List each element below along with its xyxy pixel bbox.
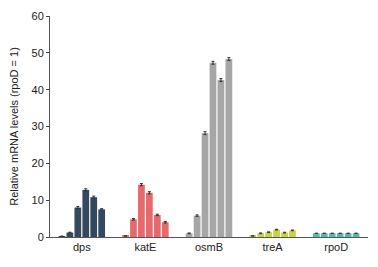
svg-text:0: 0 <box>38 231 44 243</box>
svg-text:30: 30 <box>32 120 44 132</box>
svg-text:50: 50 <box>32 47 44 59</box>
svg-text:rpoD: rpoD <box>324 241 348 253</box>
svg-text:10: 10 <box>32 194 44 206</box>
svg-text:osmB: osmB <box>195 241 223 253</box>
svg-text:Relative mRNA levels (rpoD = 1: Relative mRNA levels (rpoD = 1) <box>8 47 20 206</box>
svg-text:40: 40 <box>32 84 44 96</box>
svg-text:katE: katE <box>134 241 156 253</box>
svg-text:treA: treA <box>263 241 284 253</box>
svg-text:20: 20 <box>32 157 44 169</box>
svg-text:dps: dps <box>73 241 91 253</box>
svg-text:60: 60 <box>32 10 44 22</box>
